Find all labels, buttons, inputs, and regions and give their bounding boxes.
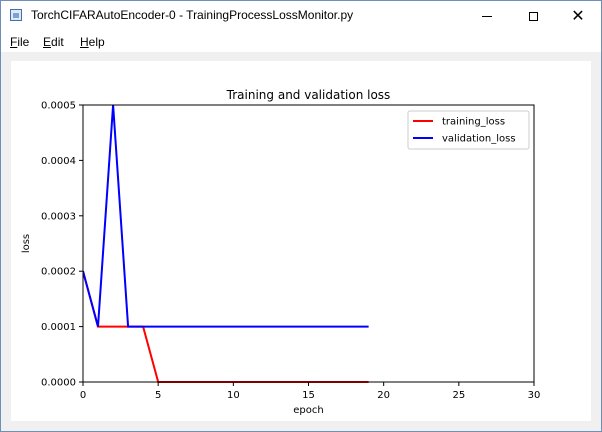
y-tick-label: 0.0004	[41, 156, 76, 167]
menu-file[interactable]: File	[10, 35, 29, 49]
title-bar[interactable]: TorchCIFARAutoEncoder-0 - TrainingProces…	[1, 1, 601, 31]
y-tick-label: 0.0000	[41, 378, 76, 389]
y-tick-label: 0.0005	[41, 101, 76, 112]
menu-file-mnemonic: F	[10, 35, 18, 49]
x-tick-label: 30	[528, 390, 541, 401]
legend-label-validation_loss: validation_loss	[442, 134, 516, 145]
y-axis-label: loss	[21, 234, 32, 253]
maximize-icon	[528, 11, 538, 21]
x-tick-label: 5	[155, 390, 161, 401]
x-tick-label: 15	[302, 390, 315, 401]
legend-box	[407, 110, 530, 150]
app-window-icon	[10, 9, 22, 21]
x-tick-label: 0	[80, 390, 86, 401]
y-tick-label: 0.0003	[41, 211, 76, 222]
x-tick-label: 10	[227, 390, 240, 401]
close-button[interactable]: ✕	[555, 1, 601, 31]
x-axis-label: epoch	[293, 405, 323, 416]
y-tick-label: 0.0002	[41, 267, 76, 278]
window-title: TorchCIFARAutoEncoder-0 - TrainingProces…	[31, 8, 354, 22]
loss-chart: 0 5 10 15 20 25 30 0.0000 0.0001 0.0002 0.0003 0.00…	[21, 88, 541, 416]
maximize-button[interactable]	[510, 1, 556, 31]
menu-help-mnemonic: H	[80, 35, 89, 49]
minimize-icon	[482, 15, 492, 17]
x-tick-label: 20	[377, 390, 390, 401]
menu-help[interactable]: Help	[80, 35, 105, 49]
menu-help-label: elp	[88, 35, 105, 49]
menu-edit[interactable]: Edit	[43, 35, 64, 49]
menu-bar: File Edit Help	[1, 31, 601, 52]
x-tick-label: 25	[452, 390, 465, 401]
chart-title: Training and validation loss	[226, 88, 391, 102]
close-icon: ✕	[571, 6, 585, 25]
menu-edit-mnemonic: E	[43, 35, 52, 49]
plot-canvas: 0 5 10 15 20 25 30 0.0000 0.0001 0.0002 0.0003 0.00…	[11, 61, 591, 421]
series-line-validation_loss	[83, 104, 369, 328]
menu-edit-label: dit	[51, 35, 64, 49]
legend-label-training_loss: training_loss	[442, 117, 505, 128]
y-tick-label: 0.0001	[41, 322, 76, 333]
minimize-button[interactable]	[464, 1, 510, 31]
menu-file-label: ile	[17, 35, 30, 49]
